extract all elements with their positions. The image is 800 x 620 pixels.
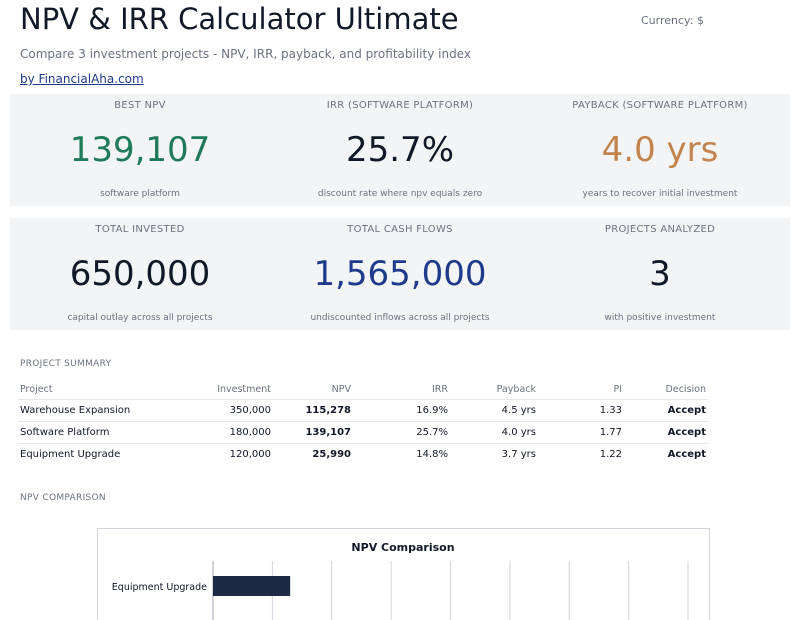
table-row: Equipment Upgrade 120,000 25,990 14.8% 3… <box>18 443 708 465</box>
financialaha-link[interactable]: by FinancialAha.com <box>20 72 144 86</box>
kpi-label: PROJECTS ANALYZED <box>604 224 716 235</box>
column-header: NPV <box>331 383 351 395</box>
kpi-value: 3 <box>649 254 671 294</box>
column-header: Project <box>20 383 53 395</box>
cell-pi: 1.22 <box>538 443 624 465</box>
kpi-label: BEST NPV <box>114 100 166 111</box>
kpi-value: 1,565,000 <box>313 254 487 294</box>
kpi-irr: IRR (SOFTWARE PLATFORM) 25.7% discount r… <box>270 94 530 206</box>
kpi-label: PAYBACK (SOFTWARE PLATFORM) <box>572 100 748 111</box>
cell-decision: Accept <box>624 421 708 444</box>
cell-npv: 115,278 <box>273 399 353 422</box>
cell-npv: 25,990 <box>273 443 353 465</box>
cell-pi: 1.77 <box>538 421 624 444</box>
kpi-note: undiscounted inflows across all projects <box>310 313 490 323</box>
kpi-note: with positive investment <box>604 313 716 323</box>
kpi-payback: PAYBACK (SOFTWARE PLATFORM) 4.0 yrs year… <box>530 94 790 206</box>
cell-payback: 3.7 yrs <box>450 443 538 465</box>
cell-npv: 139,107 <box>273 421 353 444</box>
project-summary-heading: PROJECT SUMMARY <box>20 359 112 369</box>
currency-label: Currency: $ <box>641 14 704 27</box>
kpi-label: TOTAL INVESTED <box>95 224 185 235</box>
column-header: Decision <box>665 383 706 395</box>
chart-bars <box>213 576 291 596</box>
kpi-note: years to recover initial investment <box>582 189 738 199</box>
npv-comparison-heading: NPV COMPARISON <box>20 493 106 503</box>
kpi-row-primary: BEST NPV 139,107 software platform IRR (… <box>10 94 790 206</box>
column-header: IRR <box>431 383 448 395</box>
kpi-row-secondary: TOTAL INVESTED 650,000 capital outlay ac… <box>10 218 790 330</box>
kpi-best-npv: BEST NPV 139,107 software platform <box>10 94 270 206</box>
npv-chart-svg: NPV Comparison Equipment Upgrade <box>112 541 689 620</box>
cell-investment: 120,000 <box>168 443 273 465</box>
kpi-note: software platform <box>100 189 180 199</box>
cell-irr: 25.7% <box>353 421 450 444</box>
cell-project: Software Platform <box>18 421 168 444</box>
cell-project: Warehouse Expansion <box>18 399 168 422</box>
chart-bar <box>213 576 291 596</box>
cell-decision: Accept <box>624 443 708 465</box>
kpi-value: 650,000 <box>69 254 211 294</box>
column-header: Investment <box>217 383 271 395</box>
table-row: Warehouse Expansion 350,000 115,278 16.9… <box>18 399 708 422</box>
kpi-value: 4.0 yrs <box>601 130 719 170</box>
cell-payback: 4.0 yrs <box>450 421 538 444</box>
kpi-value: 25.7% <box>345 130 454 170</box>
cell-decision: Accept <box>624 399 708 422</box>
chart-category-label: Equipment Upgrade <box>112 582 207 593</box>
kpi-projects-analyzed: PROJECTS ANALYZED 3 with positive invest… <box>530 218 790 330</box>
kpi-note: discount rate where npv equals zero <box>317 189 483 199</box>
cell-pi: 1.33 <box>538 399 624 422</box>
column-header: Payback <box>496 383 536 395</box>
table-row: Software Platform 180,000 139,107 25.7% … <box>18 421 708 444</box>
kpi-label: TOTAL CASH FLOWS <box>347 224 453 235</box>
cell-investment: 180,000 <box>168 421 273 444</box>
cell-irr: 14.8% <box>353 443 450 465</box>
kpi-note: capital outlay across all projects <box>67 313 213 323</box>
kpi-value: 139,107 <box>69 130 211 170</box>
page-title: NPV & IRR Calculator Ultimate <box>20 2 459 36</box>
kpi-label: IRR (SOFTWARE PLATFORM) <box>326 100 474 111</box>
kpi-total-cash-flows: TOTAL CASH FLOWS 1,565,000 undiscounted … <box>270 218 530 330</box>
column-header: PI <box>613 383 622 395</box>
cell-payback: 4.5 yrs <box>450 399 538 422</box>
page-subtitle: Compare 3 investment projects - NPV, IRR… <box>20 47 471 61</box>
cell-irr: 16.9% <box>353 399 450 422</box>
chart-title: NPV Comparison <box>351 541 454 554</box>
cell-investment: 350,000 <box>168 399 273 422</box>
project-summary-table: Project Investment NPV IRR Payback PI De… <box>18 379 708 465</box>
cell-project: Equipment Upgrade <box>18 443 168 465</box>
table-header-row: Project Investment NPV IRR Payback PI De… <box>18 379 708 400</box>
kpi-total-invested: TOTAL INVESTED 650,000 capital outlay ac… <box>10 218 270 330</box>
chart-category-labels: Equipment Upgrade <box>112 582 207 593</box>
chart-grid <box>212 561 689 620</box>
npv-comparison-chart: NPV Comparison Equipment Upgrade <box>97 528 710 620</box>
